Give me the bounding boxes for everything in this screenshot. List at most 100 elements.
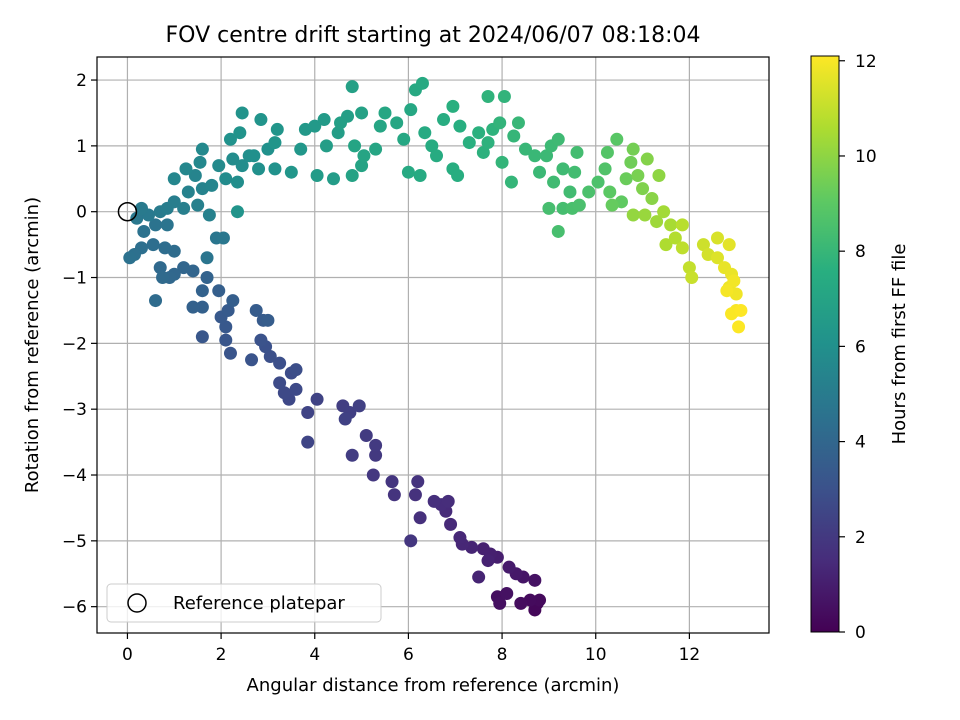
data-point <box>551 132 565 146</box>
data-point <box>710 231 724 245</box>
colorbar-tick-label: 12 <box>855 52 877 72</box>
colorbar-tick-label: 8 <box>855 242 866 262</box>
legend-label-reference: Reference platepar <box>173 593 345 614</box>
data-point <box>294 142 308 156</box>
data-point <box>352 399 366 413</box>
data-point <box>195 142 209 156</box>
data-point <box>528 149 542 163</box>
data-point <box>308 119 322 133</box>
colorbar-tick-label: 4 <box>855 433 866 453</box>
y-tick-label: 0 <box>76 203 87 223</box>
data-point <box>188 168 202 182</box>
data-point <box>230 205 244 219</box>
data-point <box>226 152 240 166</box>
data-point <box>734 303 748 317</box>
x-tick-label: 2 <box>216 645 227 665</box>
x-tick-label: 6 <box>403 645 414 665</box>
grid <box>97 57 769 633</box>
data-point <box>401 165 415 179</box>
legend: Reference platepar <box>106 583 382 623</box>
data-point <box>200 251 214 265</box>
y-tick-label: −5 <box>62 532 87 552</box>
data-point <box>301 405 315 419</box>
data-point <box>418 126 432 140</box>
data-point <box>373 119 387 133</box>
y-tick-label: −3 <box>62 400 87 420</box>
data-point <box>413 511 427 525</box>
data-point <box>631 168 645 182</box>
data-point <box>385 475 399 489</box>
x-tick-label: 10 <box>585 645 607 665</box>
data-point <box>191 198 205 212</box>
data-point <box>563 185 577 199</box>
colorbar-ticks: 0 2 4 6 8 10 12 <box>839 52 877 643</box>
data-point <box>446 99 460 113</box>
data-point <box>504 175 518 189</box>
data-point <box>378 106 392 120</box>
y-tick-label: −1 <box>62 269 87 289</box>
data-point <box>369 142 383 156</box>
data-point <box>675 241 689 255</box>
data-point <box>664 218 678 232</box>
data-point <box>493 596 507 610</box>
data-point <box>533 593 547 607</box>
data-point <box>345 168 359 182</box>
data-point <box>263 350 277 364</box>
data-point <box>682 261 696 275</box>
data-point <box>186 300 200 314</box>
data-point <box>277 386 291 400</box>
data-point <box>453 119 467 133</box>
colorbar-tick-label: 10 <box>855 147 877 167</box>
data-point <box>200 271 214 285</box>
data-point <box>247 149 261 163</box>
data-point <box>413 168 427 182</box>
data-point <box>158 241 172 255</box>
colorbar-tick-label: 0 <box>855 623 866 643</box>
data-point <box>366 468 380 482</box>
data-point <box>338 412 352 426</box>
data-point <box>605 198 619 212</box>
data-point <box>245 353 259 367</box>
data-point <box>254 333 268 347</box>
data-point <box>137 224 151 238</box>
data-point <box>441 494 455 508</box>
data-point <box>493 116 507 130</box>
data-point <box>289 363 303 377</box>
data-point <box>472 126 486 140</box>
data-point <box>345 448 359 462</box>
data-point <box>528 603 542 617</box>
data-point <box>582 185 596 199</box>
data-point <box>195 330 209 344</box>
data-point <box>202 208 216 222</box>
data-point <box>387 488 401 502</box>
data-point <box>415 76 429 90</box>
data-point <box>495 155 509 169</box>
data-point <box>425 139 439 153</box>
data-point <box>600 145 614 159</box>
data-point <box>284 165 298 179</box>
reference-marker-layer <box>117 201 138 222</box>
data-point <box>216 231 230 245</box>
data-point <box>732 320 746 334</box>
data-point <box>334 116 348 130</box>
data-point <box>130 211 144 225</box>
data-point <box>528 573 542 587</box>
y-tick-label: −2 <box>62 334 87 354</box>
data-point <box>551 224 565 238</box>
data-point <box>727 274 741 288</box>
data-point <box>345 80 359 94</box>
data-point <box>160 218 174 232</box>
data-point <box>181 185 195 199</box>
data-point <box>556 201 570 215</box>
data-point <box>556 162 570 176</box>
legend-box <box>106 583 382 623</box>
data-point <box>624 155 638 169</box>
data-point <box>603 185 617 199</box>
data-point <box>177 201 191 215</box>
data-point <box>270 122 284 136</box>
data-point <box>476 145 490 159</box>
data-point <box>481 136 495 150</box>
data-point <box>626 142 640 156</box>
data-point <box>507 129 521 143</box>
data-point <box>568 165 582 179</box>
